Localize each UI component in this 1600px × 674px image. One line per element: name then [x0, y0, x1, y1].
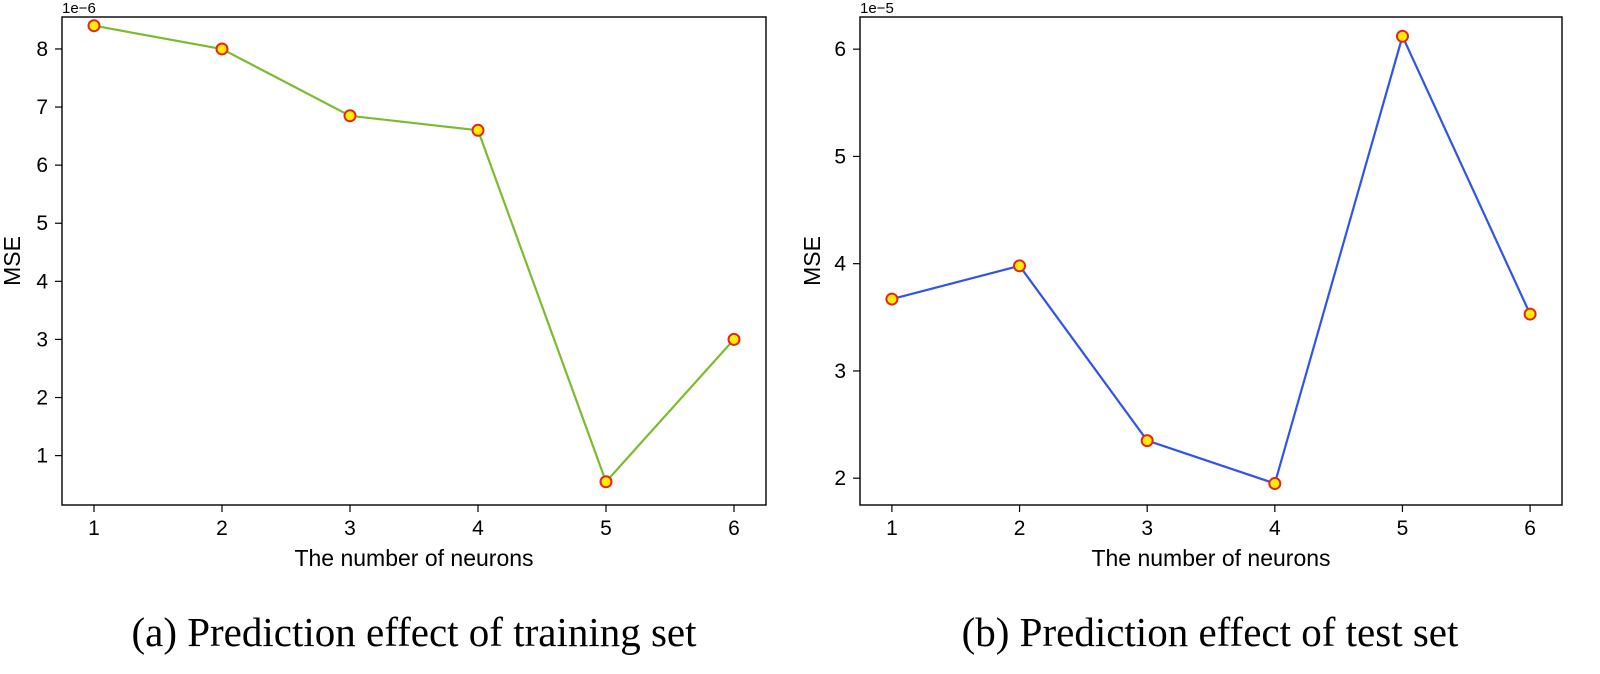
- y-tick-label: 3: [834, 360, 846, 383]
- data-point: [87, 19, 101, 33]
- data-point: [343, 109, 357, 123]
- y-axis-label: MSE: [0, 236, 25, 286]
- x-tick-label: 3: [344, 517, 356, 540]
- plot-frame: [61, 16, 767, 506]
- series-line: [93, 24, 735, 484]
- y-tick-label: 5: [834, 145, 846, 168]
- x-tick-label: 1: [88, 517, 100, 540]
- y-tick-label: 3: [36, 328, 48, 351]
- x-axis-label: The number of neurons: [1091, 545, 1330, 571]
- data-point: [1268, 477, 1282, 491]
- x-tick-label: 5: [1397, 517, 1409, 540]
- y-tick-label: 2: [36, 387, 48, 410]
- series-line: [891, 33, 1532, 485]
- x-tick-label: 4: [1269, 517, 1281, 540]
- y-tick-label: 6: [834, 38, 846, 61]
- y-tick-label: 1: [36, 445, 48, 468]
- y-axis-multiplier: 1e−6: [62, 0, 96, 17]
- data-point: [1523, 307, 1537, 321]
- data-point: [1013, 259, 1027, 273]
- data-point: [1140, 434, 1154, 448]
- data-point: [215, 42, 229, 56]
- x-tick-label: 6: [728, 517, 740, 540]
- y-axis-multiplier: 1e−5: [860, 0, 894, 17]
- y-tick-label: 7: [36, 96, 48, 119]
- y-axis-label: MSE: [799, 236, 825, 286]
- data-point: [471, 123, 485, 137]
- data-point: [599, 475, 613, 489]
- y-tick-label: 6: [36, 154, 48, 177]
- x-tick-label: 1: [886, 517, 898, 540]
- plot-frame: [859, 16, 1563, 506]
- x-axis-label: The number of neurons: [294, 545, 533, 571]
- y-tick-label: 4: [36, 270, 48, 293]
- chart-panel-training: 1 2 3 4 5 6 1 2 3 4 5 6 7 8 1e−6 The number of neurons M…: [0, 0, 767, 655]
- x-tick-label: 2: [216, 517, 228, 540]
- chart-panel-test: 1 2 3 4 5 6 2 3 4 5 6 1e−5 The number of neurons MSE (…: [799, 0, 1563, 655]
- data-point: [885, 292, 899, 306]
- y-tick-label: 5: [36, 212, 48, 235]
- y-tick-label: 8: [36, 38, 48, 61]
- panel-caption: (a) Prediction effect of training set: [131, 609, 697, 655]
- x-tick-label: 3: [1141, 517, 1153, 540]
- data-point: [727, 332, 741, 346]
- x-tick-label: 5: [600, 517, 612, 540]
- x-tick-label: 4: [472, 517, 484, 540]
- data-point: [1395, 29, 1409, 43]
- x-tick-label: 6: [1524, 517, 1536, 540]
- y-tick-label: 2: [834, 467, 846, 490]
- x-tick-label: 2: [1014, 517, 1026, 540]
- y-tick-label: 4: [834, 253, 846, 276]
- panel-caption: (b) Prediction effect of test set: [962, 609, 1459, 655]
